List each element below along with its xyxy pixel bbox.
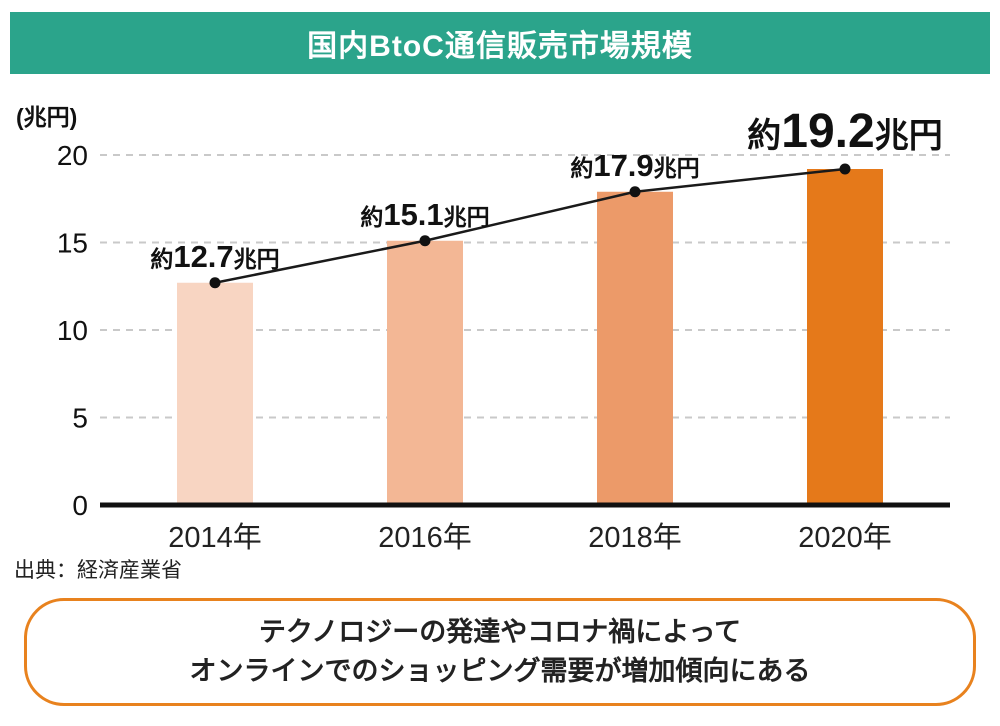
data-point-marker (629, 186, 641, 198)
bar-value-label: 約15.1兆円 (360, 197, 489, 232)
y-tick-label: 5 (72, 403, 88, 434)
y-axis-unit-label: (兆円) (16, 104, 78, 130)
bar-2018年 (597, 191, 673, 505)
callout-line-1: テクノロジーの発達やコロナ禍によって (258, 616, 742, 647)
data-point-marker (209, 277, 221, 289)
trend-line (214, 167, 846, 284)
bar-2016年 (387, 240, 463, 505)
x-axis-label: 2020年 (798, 521, 892, 554)
callout-box: テクノロジーの発達やコロナ禍によって オンラインでのショッピング需要が増加傾向に… (24, 598, 976, 706)
bar-value-label: 約12.7兆円 (150, 239, 279, 274)
bar-value-label: 約19.2兆円 (747, 105, 942, 158)
source-note: 出典：経済産業省 (14, 559, 182, 582)
market-size-bar-chart: 0 5 10 15 20 約12.7兆円 約15.1兆円 約17.9兆円 約19.2兆円 2014… (57, 105, 950, 554)
x-axis-label: 2016年 (378, 521, 472, 554)
y-tick-label: 20 (57, 140, 88, 171)
data-point-marker (419, 235, 431, 247)
title-bar: 国内BtoC通信販売市場規模 (10, 12, 990, 74)
y-tick-label: 10 (57, 315, 88, 346)
x-axis-label: 2018年 (588, 521, 682, 554)
callout-line-2: オンラインでのショッピング需要が増加傾向にある (189, 656, 811, 686)
page-title: 国内BtoC通信販売市場規模 (307, 30, 693, 63)
y-tick-label: 0 (72, 490, 88, 521)
y-tick-label: 15 (57, 228, 88, 259)
x-axis-label: 2014年 (168, 521, 262, 554)
bar-2020年 (807, 169, 883, 505)
bar-value-label: 約17.9兆円 (570, 148, 699, 183)
bar-2014年 (177, 282, 253, 505)
data-point-marker (839, 163, 851, 175)
